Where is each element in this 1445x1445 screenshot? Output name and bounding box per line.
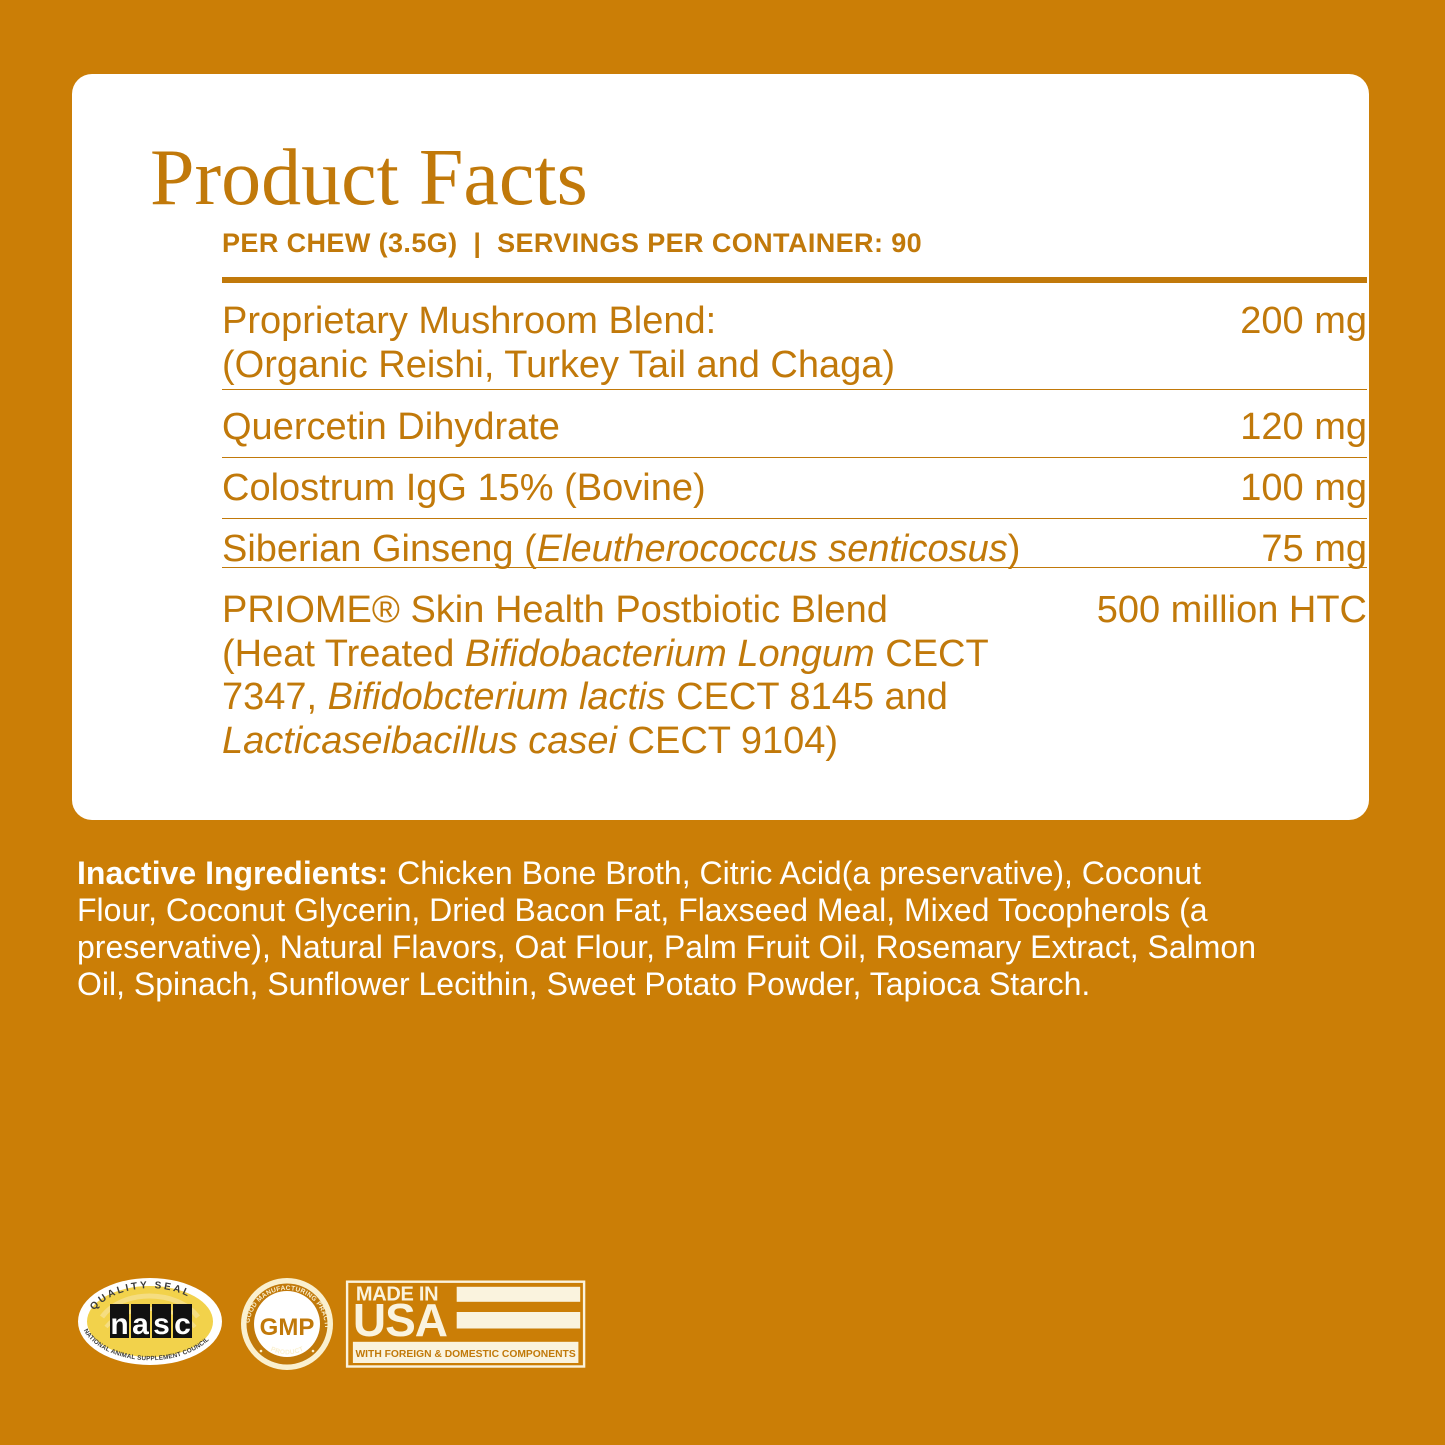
svg-text:WITH FOREIGN & DOMESTIC COMPON: WITH FOREIGN & DOMESTIC COMPONENTS [355, 1349, 575, 1360]
svg-text:n: n [110, 1308, 128, 1341]
svg-text:USA: USA [353, 1294, 447, 1346]
svg-text:s: s [153, 1308, 170, 1341]
svg-text:GMP: GMP [260, 1314, 315, 1341]
svg-text:c: c [174, 1308, 191, 1341]
svg-text:a: a [132, 1308, 149, 1341]
